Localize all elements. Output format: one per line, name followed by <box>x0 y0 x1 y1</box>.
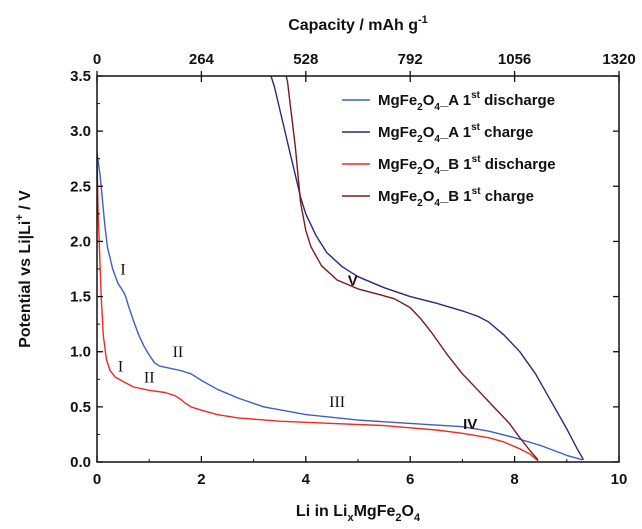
annotation-0: I <box>120 262 125 279</box>
series-line-2 <box>97 153 539 462</box>
y-tick-label-0: 0.0 <box>70 454 91 471</box>
x-tick-label-0: 0 <box>93 471 101 488</box>
x2-tick-label-0: 0 <box>93 51 101 68</box>
series-line-1 <box>270 76 585 461</box>
series-line-0 <box>97 153 583 461</box>
legend-label-0: MgFe2O4_A 1st discharge <box>378 90 555 113</box>
x-axis-title: Li in LixMgFe2O4 <box>296 503 421 524</box>
x-tick-label-1: 2 <box>197 471 205 488</box>
legend: MgFe2O4_A 1st discharge MgFe2O4_A 1st cha… <box>342 90 556 209</box>
annotation-3: II <box>144 370 155 387</box>
y-tick-label-1: 0.5 <box>70 399 91 416</box>
y-tick-label-4: 2.0 <box>70 233 91 250</box>
annotation-5: V <box>348 273 358 290</box>
x2-tick-label-3: 792 <box>398 51 423 68</box>
x2-tick-label-4: 1056 <box>498 51 531 68</box>
annotation-6: IV <box>463 416 477 433</box>
annotation-2: I <box>118 359 123 376</box>
x2-tick-label-5: 1320 <box>602 51 635 68</box>
x-tick-label-2: 4 <box>302 471 311 488</box>
annotation-4: III <box>329 394 345 411</box>
x-tick-label-4: 8 <box>510 471 518 488</box>
x-tick-label-3: 6 <box>406 471 414 488</box>
y-axis-title: Potential vs Li|Li+ / V <box>14 190 34 348</box>
x2-tick-label-2: 528 <box>293 51 318 68</box>
legend-label-2: MgFe2O4_B 1st discharge <box>378 154 556 177</box>
x2-tick-label-1: 264 <box>189 51 215 68</box>
y-tick-label-2: 1.0 <box>70 344 91 361</box>
annotation-1: II <box>173 344 184 361</box>
x2-axis-title: Capacity / mAh g-1 <box>288 14 428 34</box>
x-tick-label-5: 10 <box>611 471 628 488</box>
plot-frame <box>96 75 620 463</box>
series-line-3 <box>285 76 539 461</box>
y-tick-label-3: 1.5 <box>70 289 91 306</box>
y-tick-label-5: 2.5 <box>70 178 91 195</box>
y-tick-label-7: 3.5 <box>70 68 91 85</box>
legend-label-1: MgFe2O4_A 1st charge <box>378 122 533 145</box>
axes: 0 2 4 6 8 10 0 264 528 792 1056 1320 0.0 0.5 1.0 1.5 2.0… <box>14 14 636 524</box>
legend-label-3: MgFe2O4_B 1st charge <box>378 186 534 209</box>
y-tick-label-6: 3.0 <box>70 123 91 140</box>
